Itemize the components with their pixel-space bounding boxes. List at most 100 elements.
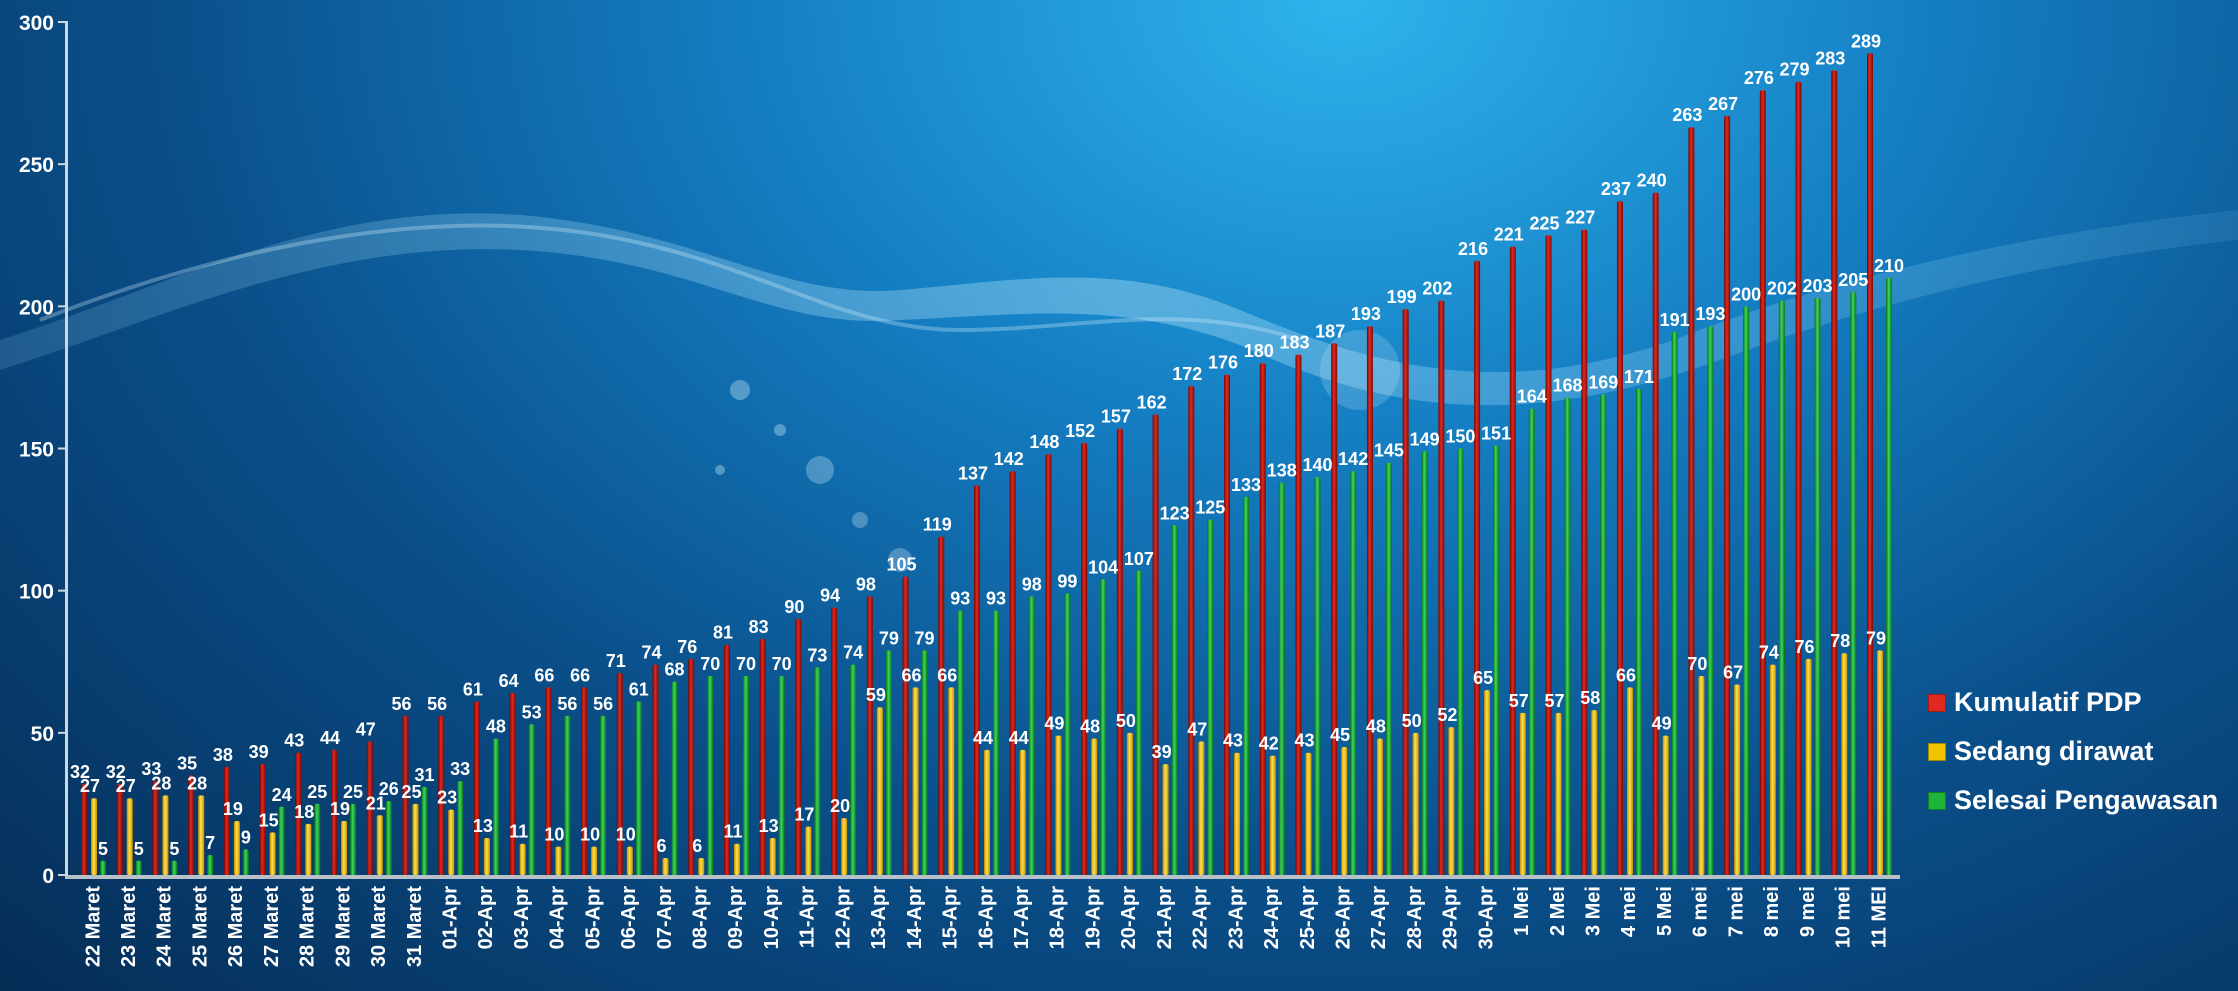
value-label-sedang: 49 xyxy=(1044,714,1064,734)
value-label-sedang: 50 xyxy=(1116,711,1136,731)
bar-kumulatif-pdp xyxy=(1509,246,1516,875)
bar-selesai-pengawasan xyxy=(1135,570,1142,875)
value-label-selesai: 70 xyxy=(700,654,720,674)
value-label-kumulatif: 240 xyxy=(1637,171,1667,191)
value-label-kumulatif: 43 xyxy=(284,731,304,751)
value-label-kumulatif: 183 xyxy=(1279,333,1309,353)
value-label-sedang: 43 xyxy=(1223,731,1243,751)
value-labels: 3227532275332853528738199391524431825441… xyxy=(70,31,1904,859)
bar-selesai-pengawasan xyxy=(135,860,142,875)
value-label-selesai: 79 xyxy=(879,628,899,648)
value-label-selesai: 140 xyxy=(1302,455,1332,475)
bar-kumulatif-pdp xyxy=(831,607,838,875)
value-label-kumulatif: 39 xyxy=(249,742,269,762)
value-label-kumulatif: 76 xyxy=(677,637,697,657)
value-label-sedang: 39 xyxy=(1152,742,1172,762)
value-label-selesai: 25 xyxy=(307,782,327,802)
bar-sedang-dirawat xyxy=(698,857,705,875)
x-tick-label: 08-Apr xyxy=(690,886,712,950)
x-tick-label: 21-Apr xyxy=(1154,886,1176,950)
bar-selesai-pengawasan xyxy=(278,806,285,875)
value-label-selesai: 169 xyxy=(1588,372,1618,392)
x-tick-label: 9 mei xyxy=(1797,886,1819,937)
value-label-selesai: 191 xyxy=(1660,310,1690,330)
bar-sedang-dirawat xyxy=(626,846,633,875)
value-label-selesai: 151 xyxy=(1481,424,1511,444)
value-label-kumulatif: 237 xyxy=(1601,179,1631,199)
value-label-kumulatif: 137 xyxy=(958,463,988,483)
value-label-sedang: 13 xyxy=(473,816,493,836)
value-label-sedang: 70 xyxy=(1687,654,1707,674)
value-label-kumulatif: 216 xyxy=(1458,239,1488,259)
x-tick-label: 31 Maret xyxy=(404,886,426,967)
x-tick-label: 18-Apr xyxy=(1047,886,1069,950)
value-label-kumulatif: 61 xyxy=(463,680,483,700)
bar-selesai-pengawasan xyxy=(1421,451,1428,875)
value-label-selesai: 99 xyxy=(1057,572,1077,592)
bar-kumulatif-pdp xyxy=(402,715,409,875)
bar-sedang-dirawat xyxy=(1412,732,1419,875)
value-label-kumulatif: 66 xyxy=(534,665,554,685)
bar-kumulatif-pdp xyxy=(974,485,980,875)
value-label-sedang: 13 xyxy=(759,816,779,836)
bar-sedang-dirawat xyxy=(805,826,812,875)
x-tick-label: 20-Apr xyxy=(1118,886,1140,950)
x-tick-label: 28-Apr xyxy=(1404,886,1426,950)
value-label-sedang: 79 xyxy=(1866,628,1886,648)
bar-kumulatif-pdp xyxy=(1831,70,1838,875)
bar-selesai-pengawasan xyxy=(1707,326,1714,875)
value-label-selesai: 26 xyxy=(379,779,399,799)
bar-sedang-dirawat xyxy=(1091,738,1098,875)
value-label-selesai: 123 xyxy=(1160,503,1190,523)
x-tick-label: 10 mei xyxy=(1833,886,1855,948)
bar-kumulatif-pdp xyxy=(1259,363,1266,875)
bar-selesai-pengawasan xyxy=(1493,445,1500,875)
bar-selesai-pengawasan xyxy=(528,724,535,875)
bar-selesai-pengawasan xyxy=(1635,388,1642,875)
value-label-sedang: 57 xyxy=(1545,691,1565,711)
value-label-sedang: 44 xyxy=(973,728,993,748)
bar-selesai-pengawasan xyxy=(1385,462,1392,875)
value-label-kumulatif: 94 xyxy=(820,586,840,606)
value-label-selesai: 61 xyxy=(629,680,649,700)
value-label-sedang: 17 xyxy=(794,805,814,825)
bar-sedang-dirawat xyxy=(1448,727,1455,875)
value-label-selesai: 74 xyxy=(843,643,863,663)
value-label-sedang: 15 xyxy=(259,810,279,830)
value-label-selesai: 202 xyxy=(1767,279,1797,299)
value-label-selesai: 68 xyxy=(665,660,685,680)
bar-sedang-dirawat xyxy=(1662,735,1669,875)
value-label-kumulatif: 225 xyxy=(1529,213,1559,233)
value-label-selesai: 164 xyxy=(1517,387,1547,407)
bar-selesai-pengawasan xyxy=(993,610,999,875)
value-label-sedang: 28 xyxy=(187,773,207,793)
bar-kumulatif-pdp xyxy=(1867,53,1873,875)
bar-sedang-dirawat xyxy=(1234,752,1241,875)
value-label-selesai: 138 xyxy=(1267,461,1297,481)
bar-sedang-dirawat xyxy=(1162,764,1169,875)
value-label-kumulatif: 199 xyxy=(1387,287,1417,307)
bar-kumulatif-pdp xyxy=(1366,326,1373,875)
x-tick-label: 06-Apr xyxy=(618,886,640,950)
x-tick-label: 11-Apr xyxy=(797,886,819,948)
value-label-kumulatif: 267 xyxy=(1708,94,1738,114)
bar-sedang-dirawat xyxy=(1305,752,1312,875)
value-label-selesai: 200 xyxy=(1731,284,1761,304)
bar-sedang-dirawat xyxy=(1555,712,1562,875)
value-label-sedang: 49 xyxy=(1652,714,1672,734)
bar-selesai-pengawasan xyxy=(242,849,249,875)
bar-selesai-pengawasan xyxy=(671,681,678,875)
bar-sedang-dirawat xyxy=(984,749,990,875)
bar-sedang-dirawat xyxy=(341,820,348,875)
bar-kumulatif-pdp xyxy=(295,752,302,875)
x-tick-label: 28 Maret xyxy=(297,886,319,967)
bar-kumulatif-pdp xyxy=(1295,354,1302,875)
value-label-sedang: 23 xyxy=(437,788,457,808)
value-label-selesai: 145 xyxy=(1374,441,1404,461)
value-label-selesai: 142 xyxy=(1338,449,1368,469)
value-label-kumulatif: 176 xyxy=(1208,353,1238,373)
bar-selesai-pengawasan xyxy=(100,860,106,875)
x-tick-label: 5 Mei xyxy=(1654,886,1676,936)
value-label-selesai: 104 xyxy=(1088,557,1118,577)
